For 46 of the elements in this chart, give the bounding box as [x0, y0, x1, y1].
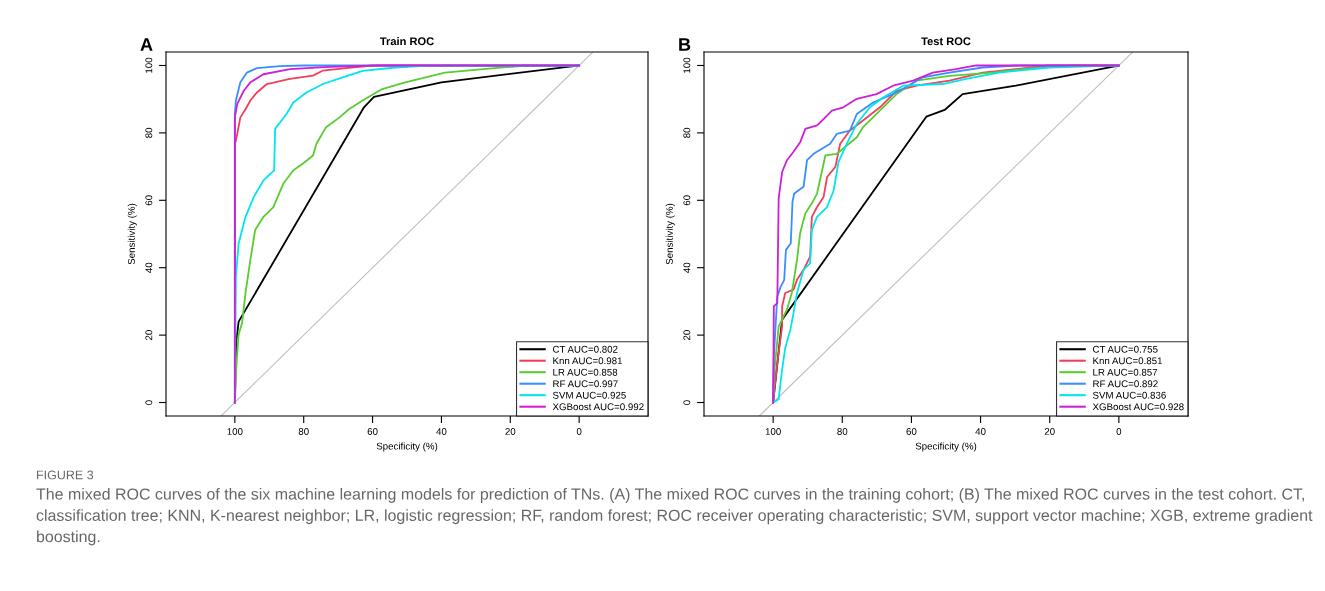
- y-tick-label: 40: [145, 262, 153, 273]
- x-tick-label: 0: [1116, 428, 1122, 435]
- y-tick-label: 20: [145, 330, 153, 341]
- y-tick-label: 80: [683, 127, 691, 138]
- text: B: [679, 38, 691, 51]
- chart-title: Train ROC: [379, 37, 434, 46]
- x-tick-label: 20: [505, 428, 516, 435]
- y-tick-label: 100: [683, 57, 691, 73]
- text: A: [140, 38, 153, 51]
- x-axis-title: Specificity (%): [915, 442, 977, 452]
- legend-label: LR AUC=0.858: [553, 368, 618, 376]
- legend-label: CT AUC=0.755: [1093, 345, 1158, 353]
- legend-label: RF AUC=0.892: [1093, 380, 1158, 388]
- legend-label: LR AUC=0.857: [1093, 368, 1158, 376]
- legend-label: SVM AUC=0.836: [1092, 391, 1166, 399]
- legend-label: SVM AUC=0.925: [552, 391, 626, 399]
- legend-label: Knn AUC=0.851: [1093, 357, 1163, 365]
- legend-label: XGBoost AUC=0.928: [1092, 403, 1184, 411]
- y-tick-label: 60: [145, 195, 153, 206]
- y-tick-label: 20: [683, 330, 691, 341]
- x-tick-label: 60: [906, 428, 917, 435]
- x-tick-label: 100: [765, 428, 781, 435]
- y-tick-label: 80: [145, 127, 153, 138]
- y-tick-label: 0: [145, 400, 153, 405]
- x-tick-label: 40: [436, 428, 447, 435]
- x-tick-label: 80: [837, 428, 848, 435]
- y-axis-title: Sensitivity (%): [127, 203, 137, 265]
- x-tick-label: 40: [975, 428, 986, 435]
- legend-label: Knn AUC=0.981: [553, 357, 623, 365]
- y-tick-label: 0: [683, 400, 691, 405]
- legend-label: RF AUC=0.997: [553, 380, 618, 388]
- x-tick-label: 0: [576, 428, 582, 435]
- x-tick-label: 100: [227, 428, 243, 435]
- x-tick-label: 20: [1044, 428, 1055, 435]
- legend-label: CT AUC=0.802: [553, 345, 618, 353]
- y-axis-title: Sensitivity (%): [665, 203, 675, 265]
- x-tick-label: 80: [298, 428, 309, 435]
- y-tick-label: 60: [683, 195, 691, 206]
- chart-title: Test ROC: [921, 37, 971, 46]
- x-axis-title: Specificity (%): [376, 442, 438, 452]
- legend-label: XGBoost AUC=0.992: [552, 403, 644, 411]
- y-tick-label: 100: [145, 57, 153, 73]
- y-tick-label: 40: [683, 262, 691, 273]
- x-tick-label: 60: [367, 428, 378, 435]
- caption: FIGURE 3: [37, 470, 94, 480]
- text: The mixed ROC curves of the six machine learning models for prediction of TNs. (A) The mixed ROC curves in the training cohort; (B) The mixed ROC curves in the test cohort. CT, classification tree; KNN, K-nearest neighbor; LR, logistic regression; RF, random forest; ROC receiver operating characteristic; SVM, support vector machine; XGB, extreme gradient boosting.: [36, 488, 1313, 546]
